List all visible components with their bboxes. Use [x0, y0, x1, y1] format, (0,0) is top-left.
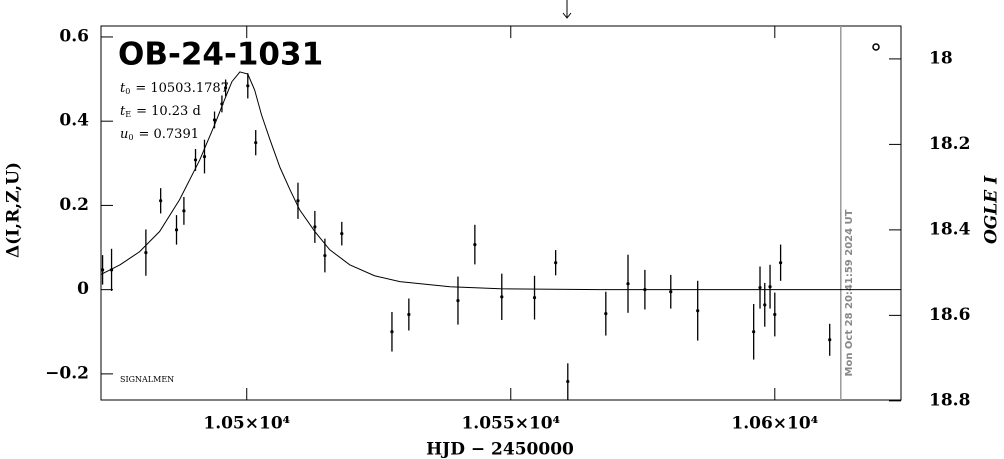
annotation-text: = 0.7391 — [138, 127, 199, 142]
annotation-symbol: u — [120, 127, 128, 142]
data-point — [390, 330, 394, 334]
annotation: tE = 10.23 d — [120, 104, 201, 120]
annotation-symbol: t — [120, 81, 126, 96]
data-point — [224, 86, 228, 90]
y-tick-label: 0 — [77, 279, 89, 299]
data-point — [340, 232, 344, 236]
y-tick-label: 0.6 — [59, 26, 89, 46]
data-point — [313, 225, 317, 229]
data-point — [554, 261, 558, 265]
plot-frame — [100, 25, 902, 401]
annotation: t0 = 10503.1787 — [120, 81, 229, 97]
x-tick-label: 1.055×10⁴ — [461, 414, 560, 434]
data-point — [254, 141, 258, 145]
data-point — [456, 299, 460, 303]
data-point — [604, 312, 608, 316]
data-point — [773, 312, 777, 317]
data-point — [193, 158, 198, 162]
x-tick-label: 1.05×10⁴ — [203, 414, 290, 434]
data-point — [144, 250, 148, 255]
footnote: SIGNALMEN — [120, 375, 174, 384]
data-point — [752, 330, 756, 334]
data-point — [643, 288, 647, 292]
data-point — [779, 261, 783, 265]
y-axis-label: Δ(I,R,Z,U) — [4, 162, 24, 258]
annotation-subscript: 0 — [128, 133, 133, 142]
x-tick-label: 1.06×10⁴ — [731, 414, 818, 434]
chart-title: OB-24-1031 — [118, 37, 323, 73]
data-point — [763, 303, 767, 307]
annotation-text: = 10.23 d — [136, 104, 201, 119]
y2-tick-label: 18.8 — [929, 390, 970, 410]
x-axis-label: HJD − 2450000 — [426, 440, 574, 459]
data-point — [407, 312, 411, 317]
data-point — [828, 338, 832, 342]
data-point — [202, 154, 207, 159]
data-point — [696, 309, 700, 313]
data-point — [626, 282, 630, 286]
y-tick-label: −0.2 — [45, 363, 89, 383]
data-point — [159, 199, 163, 203]
y2-tick-label: 18 — [929, 48, 953, 68]
annotation-subscript: 0 — [125, 87, 130, 96]
data-point — [323, 253, 327, 258]
annotation-symbol: t — [120, 104, 126, 119]
data-point — [532, 296, 537, 300]
data-point — [246, 84, 250, 88]
y2-axis-label: OGLE I — [982, 175, 1002, 244]
y-tick-label: 0.2 — [59, 195, 89, 215]
data-point — [174, 228, 179, 232]
arrow — [562, 0, 572, 19]
annotation: u0 = 0.7391 — [120, 127, 199, 143]
marker-circle — [872, 43, 880, 51]
y2-tick-label: 18.6 — [929, 305, 970, 325]
data-point — [768, 285, 772, 289]
data-point — [109, 268, 114, 272]
data-point — [500, 295, 504, 299]
data-point — [566, 379, 570, 384]
annotation-subscript: E — [125, 110, 131, 119]
data-point — [296, 199, 300, 203]
y-tick-label: 0.4 — [59, 111, 89, 131]
data-point — [220, 102, 224, 106]
data-point — [212, 118, 217, 122]
data-point — [758, 285, 762, 290]
data-point — [473, 242, 477, 247]
arrow-head — [562, 12, 572, 19]
data-point — [669, 290, 673, 294]
timestamp: Mon Oct 28 20:41:59 2024 UT — [844, 209, 855, 376]
data-point — [100, 268, 105, 272]
annotation-text: = 10503.1787 — [135, 81, 229, 96]
y2-tick-label: 18.4 — [929, 219, 971, 239]
y2-tick-label: 18.2 — [929, 134, 970, 154]
data-point — [182, 209, 186, 213]
model-curve — [100, 71, 901, 291]
